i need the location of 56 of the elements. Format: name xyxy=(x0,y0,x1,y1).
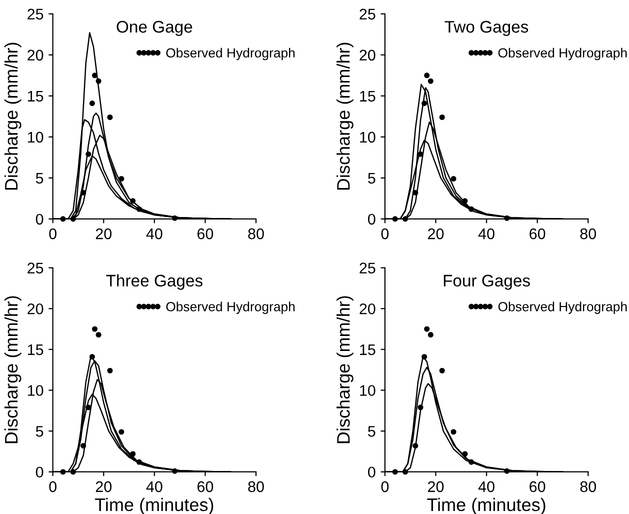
x-tick-label: 20 xyxy=(428,481,444,492)
y-tick-label: 25 xyxy=(360,8,376,20)
x-tick-label: 80 xyxy=(248,481,264,492)
y-tick-label: 15 xyxy=(360,90,376,102)
x-tick-label: 0 xyxy=(49,481,56,492)
y-tick-label: 0 xyxy=(368,214,376,225)
y-tick-label: 15 xyxy=(28,344,44,356)
y-tick-label: 5 xyxy=(36,426,44,437)
y-axis-title: Discharge (mm/hr) xyxy=(336,296,354,444)
x-tick-label: 20 xyxy=(428,228,444,240)
y-tick-label: 0 xyxy=(36,466,44,478)
x-tick-label: 40 xyxy=(146,228,162,240)
y-tick-label: 5 xyxy=(368,172,376,184)
y-tick-label: 5 xyxy=(368,426,376,437)
chart-title: One Gage xyxy=(116,20,192,36)
legend-label: Observed Hydrograph xyxy=(498,48,627,60)
x-tick-label: 80 xyxy=(248,228,264,240)
y-axis-title: Discharge (mm/hr) xyxy=(4,296,22,444)
x-tick-label: 80 xyxy=(580,228,596,240)
x-tick-label: 80 xyxy=(580,481,596,492)
y-tick-label: 10 xyxy=(360,385,376,396)
y-tick-label: 10 xyxy=(360,132,376,143)
x-tick-label: 40 xyxy=(478,481,494,492)
y-tick-label: 0 xyxy=(36,214,44,225)
x-tick-label: 60 xyxy=(530,481,546,492)
chart-title: Two Gages xyxy=(444,20,528,36)
y-axis-title: Discharge (mm/hr) xyxy=(336,42,354,190)
y-tick-label: 0 xyxy=(368,466,376,478)
y-tick-label: 25 xyxy=(28,8,44,20)
y-tick-label: 25 xyxy=(28,262,44,274)
y-tick-label: 25 xyxy=(360,262,376,274)
chart-title: Three Gages xyxy=(106,274,202,290)
x-tick-label: 40 xyxy=(478,228,494,240)
chart-title: Four Gages xyxy=(444,274,530,290)
y-tick-label: 10 xyxy=(28,132,44,143)
y-tick-label: 20 xyxy=(360,50,376,61)
y-tick-label: 15 xyxy=(360,344,376,356)
legend-label: Observed Hydrograph xyxy=(166,302,295,314)
x-tick-label: 0 xyxy=(381,481,389,492)
y-axis-title: Discharge (mm/hr) xyxy=(4,42,22,190)
x-tick-label: 40 xyxy=(146,481,162,492)
y-tick-label: 20 xyxy=(360,303,376,314)
y-tick-label: 20 xyxy=(28,50,44,61)
x-tick-label: 60 xyxy=(197,228,214,240)
x-tick-label: 20 xyxy=(96,481,112,492)
y-tick-label: 5 xyxy=(36,172,44,184)
y-tick-label: 10 xyxy=(28,385,44,396)
x-tick-label: 60 xyxy=(197,481,214,492)
y-tick-label: 20 xyxy=(28,303,44,314)
x-tick-label: 0 xyxy=(49,228,56,240)
x-tick-label: 60 xyxy=(530,228,546,240)
y-tick-label: 15 xyxy=(28,90,44,102)
legend-label: Observed Hydrograph xyxy=(166,48,295,60)
legend-label: Observed Hydrograph xyxy=(498,302,627,314)
x-tick-label: 0 xyxy=(381,228,389,240)
x-tick-label: 20 xyxy=(96,228,112,240)
